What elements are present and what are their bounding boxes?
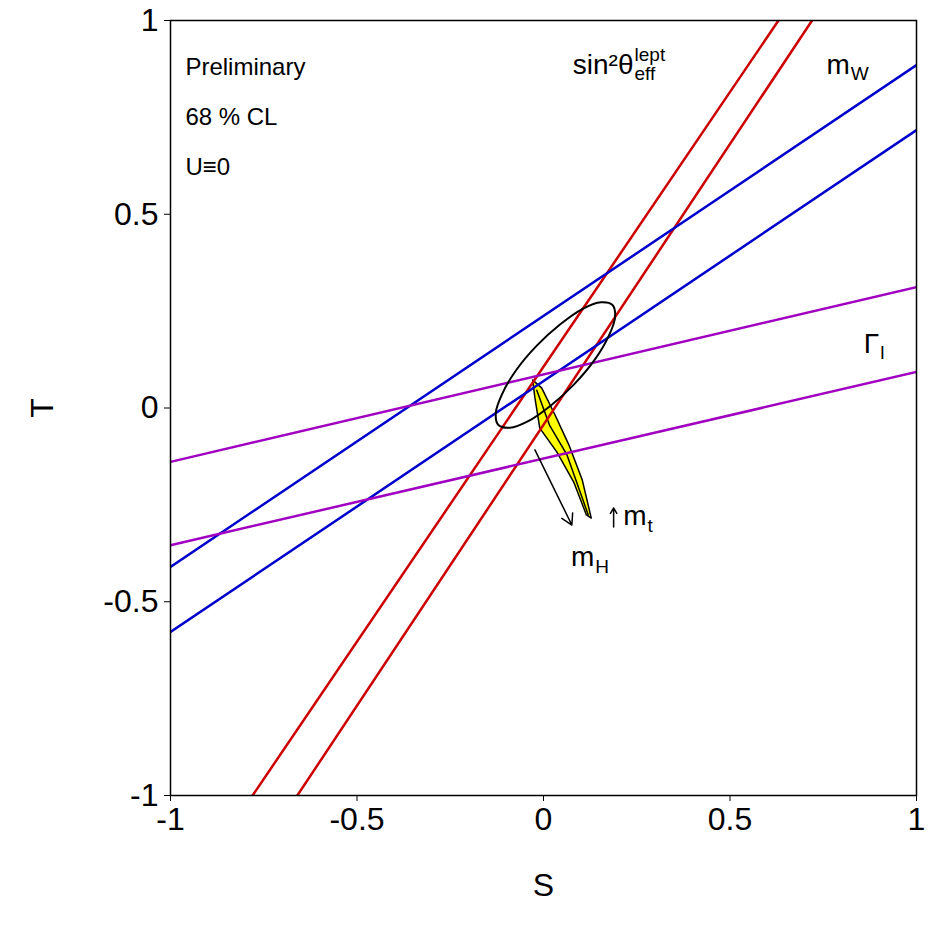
svg-text:T: T <box>24 398 60 418</box>
svg-text:S: S <box>533 867 554 903</box>
svg-text:0.5: 0.5 <box>114 195 158 231</box>
svg-text:m: m <box>623 500 646 531</box>
svg-text:U≡0: U≡0 <box>185 153 230 180</box>
svg-text:Γ: Γ <box>864 328 879 359</box>
svg-text:l: l <box>880 342 884 363</box>
svg-text:H: H <box>595 556 609 577</box>
svg-text:0: 0 <box>535 801 553 837</box>
svg-text:68 % CL: 68 % CL <box>185 103 277 130</box>
svg-text:m: m <box>826 49 849 80</box>
svg-text:0.5: 0.5 <box>708 801 752 837</box>
svg-text:1: 1 <box>908 801 926 837</box>
svg-text:-0.5: -0.5 <box>103 583 158 619</box>
svg-text:-0.5: -0.5 <box>329 801 384 837</box>
svg-text:eff: eff <box>635 63 657 84</box>
svg-text:W: W <box>851 63 869 84</box>
svg-text:1: 1 <box>141 2 159 38</box>
svg-text:sin²θ: sin²θ <box>573 49 634 80</box>
svg-text:lept: lept <box>635 44 666 65</box>
svg-text:Preliminary: Preliminary <box>185 53 305 80</box>
svg-text:-1: -1 <box>130 777 158 813</box>
svg-text:t: t <box>648 515 654 536</box>
svg-text:0: 0 <box>141 389 159 425</box>
svg-text:m: m <box>571 541 594 572</box>
svg-text:-1: -1 <box>156 801 184 837</box>
